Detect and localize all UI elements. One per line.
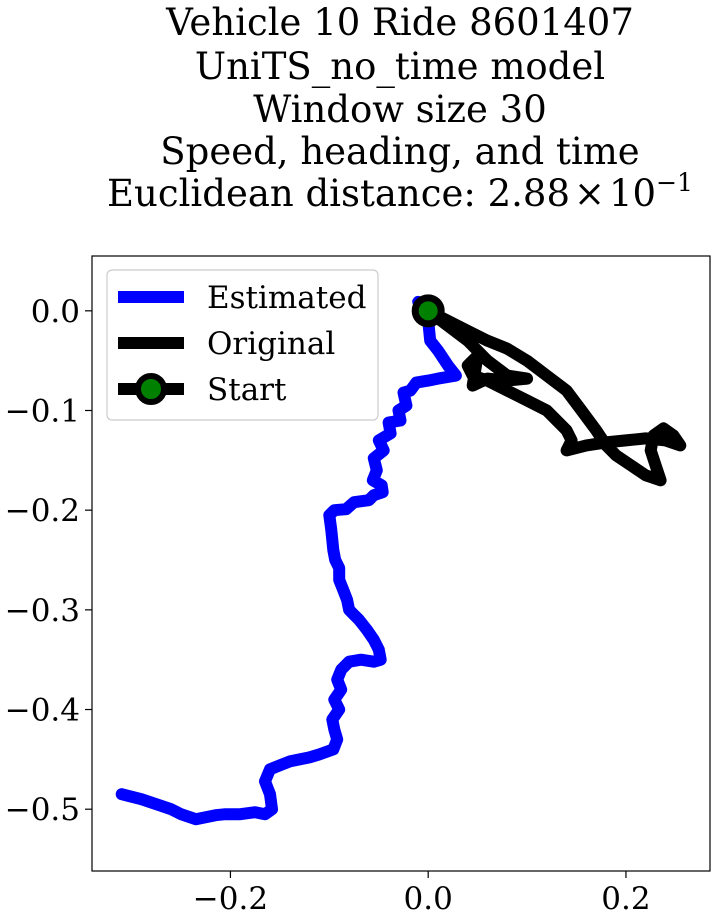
title-metric-exponent: −1 xyxy=(656,168,693,197)
title-line: UniTS_no_time model xyxy=(195,45,605,89)
series-line-estimated xyxy=(115,295,462,826)
legend-label-estimated: Estimated xyxy=(207,280,366,316)
series-layer xyxy=(115,294,687,826)
title-line: Speed, heading, and time xyxy=(160,130,639,173)
legend-label-original: Original xyxy=(207,326,335,362)
legend-label-start: Start xyxy=(207,372,287,408)
title-metric-times: × xyxy=(574,172,605,215)
legend: Estimated Original Start xyxy=(106,269,379,421)
x-axis: −0.2 0.0 0.2 xyxy=(193,871,651,917)
legend-frame xyxy=(106,269,379,421)
title-metric: Euclidean distance: 2.88 × 10−1 xyxy=(107,168,693,215)
chart-title: Vehicle 10 Ride 8601407 UniTS_no_time mo… xyxy=(107,1,693,215)
start-marker xyxy=(411,294,445,328)
y-tick-label: 0.0 xyxy=(31,294,80,330)
plot-area xyxy=(91,255,711,872)
x-tick-label: 0.0 xyxy=(404,881,453,917)
series-line-original xyxy=(422,304,687,487)
title-metric-prefix: Euclidean distance: xyxy=(107,172,488,215)
y-axis: 0.0 −0.1 −0.2 −0.3 −0.4 −0.5 xyxy=(5,294,92,828)
x-tick-label: −0.2 xyxy=(193,881,268,917)
x-tick-label: 0.2 xyxy=(601,881,650,917)
legend-start-marker xyxy=(135,373,167,405)
axes-frame xyxy=(91,255,711,872)
y-tick-label: −0.2 xyxy=(5,493,80,529)
y-tick-label: −0.3 xyxy=(5,593,80,629)
title-line: Vehicle 10 Ride 8601407 xyxy=(165,1,634,44)
title-metric-base: 10 xyxy=(609,172,656,215)
y-tick-label: −0.1 xyxy=(5,393,80,429)
title-line: Window size 30 xyxy=(253,88,547,131)
title-metric-mantissa: 2.88 xyxy=(488,172,570,215)
y-tick-label: −0.4 xyxy=(5,693,80,729)
y-tick-label: −0.5 xyxy=(5,792,80,828)
